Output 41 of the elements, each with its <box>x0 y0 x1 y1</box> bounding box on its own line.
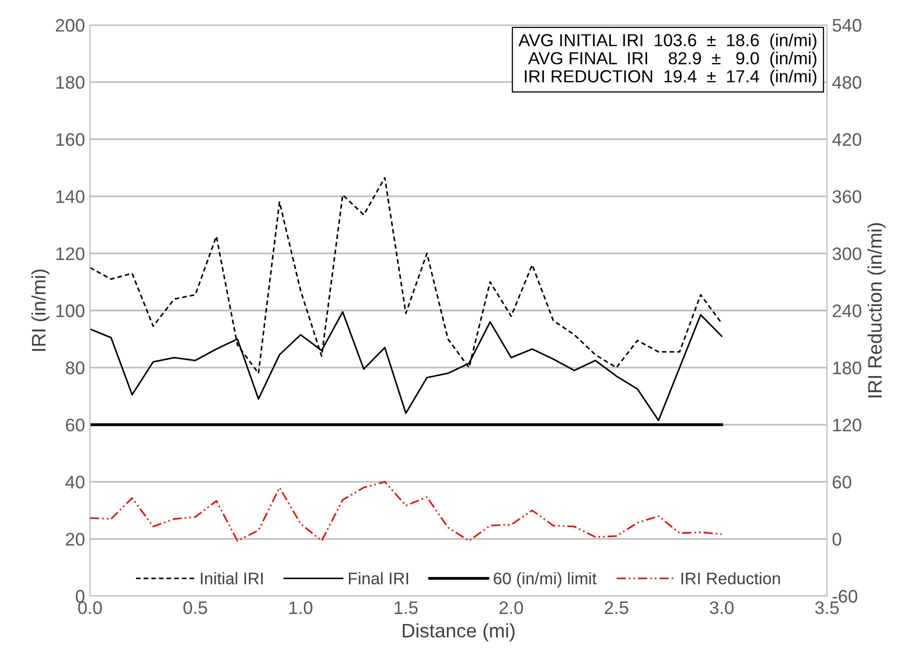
y2-tick-label: 0 <box>832 532 842 546</box>
y2-tick-label: 300 <box>832 247 862 260</box>
y-tick-label: 160 <box>56 133 84 146</box>
y2-tick-label: 360 <box>832 190 862 204</box>
line-series <box>90 481 722 542</box>
y-tick-label: 20 <box>66 532 84 546</box>
y-tick-label: 40 <box>65 476 84 489</box>
y2-tick-label: 480 <box>832 76 862 89</box>
y2-tick-label: 180 <box>833 362 862 374</box>
y2-tick-label: 240 <box>832 304 862 318</box>
y-tick-label: 120 <box>56 247 84 260</box>
annotation: AVG FINAL IRI 82.9 ± 9.0 (in/mi) <box>528 52 816 68</box>
y-tick-label: 180 <box>56 76 84 89</box>
y2-tick-label: -60 <box>832 590 858 603</box>
x-tick-label: 2.5 <box>604 601 628 614</box>
annotation: IRI REDUCTION 19.4 ± 17.4 (in/mi) <box>524 70 816 86</box>
x-tick-label: 1.5 <box>394 602 418 614</box>
x-tick-label: 0.0 <box>78 601 102 614</box>
annotation: AVG INITIAL IRI 103.6 ± 18.6 (in/mi) <box>518 34 816 50</box>
legend-label: IRI Reduction <box>682 572 780 584</box>
y2-tick-label: 120 <box>833 418 862 432</box>
y-tick-label: 140 <box>56 190 84 204</box>
legend-label: Initial IRI <box>200 572 263 584</box>
y2-axis-title: IRI Reduction (in/mi) <box>868 223 886 398</box>
y-tick-label: 200 <box>56 18 84 32</box>
y2-tick-label: 420 <box>832 133 862 146</box>
y-tick-label: 100 <box>56 304 84 318</box>
y2-tick-label: 60 <box>832 476 852 489</box>
legend-label: Final IRI <box>348 572 408 584</box>
y2-tick-label: 540 <box>832 18 862 32</box>
x-axis-title: Distance (mi) <box>402 623 515 642</box>
x-tick-label: 3.5 <box>815 601 839 614</box>
x-tick-label: 1.0 <box>289 601 312 614</box>
x-tick-label: 2.0 <box>500 601 523 614</box>
y-tick-label: 0 <box>76 590 84 603</box>
legend-label: 60 (in/mi) limit <box>494 572 597 588</box>
x-tick-label: 0.5 <box>183 601 208 614</box>
y-axis-title: IRI (in/mi) <box>31 270 50 351</box>
y-tick-label: 60 <box>66 418 84 432</box>
x-tick-label: 3.0 <box>710 601 734 614</box>
y-tick-label: 80 <box>66 362 84 374</box>
